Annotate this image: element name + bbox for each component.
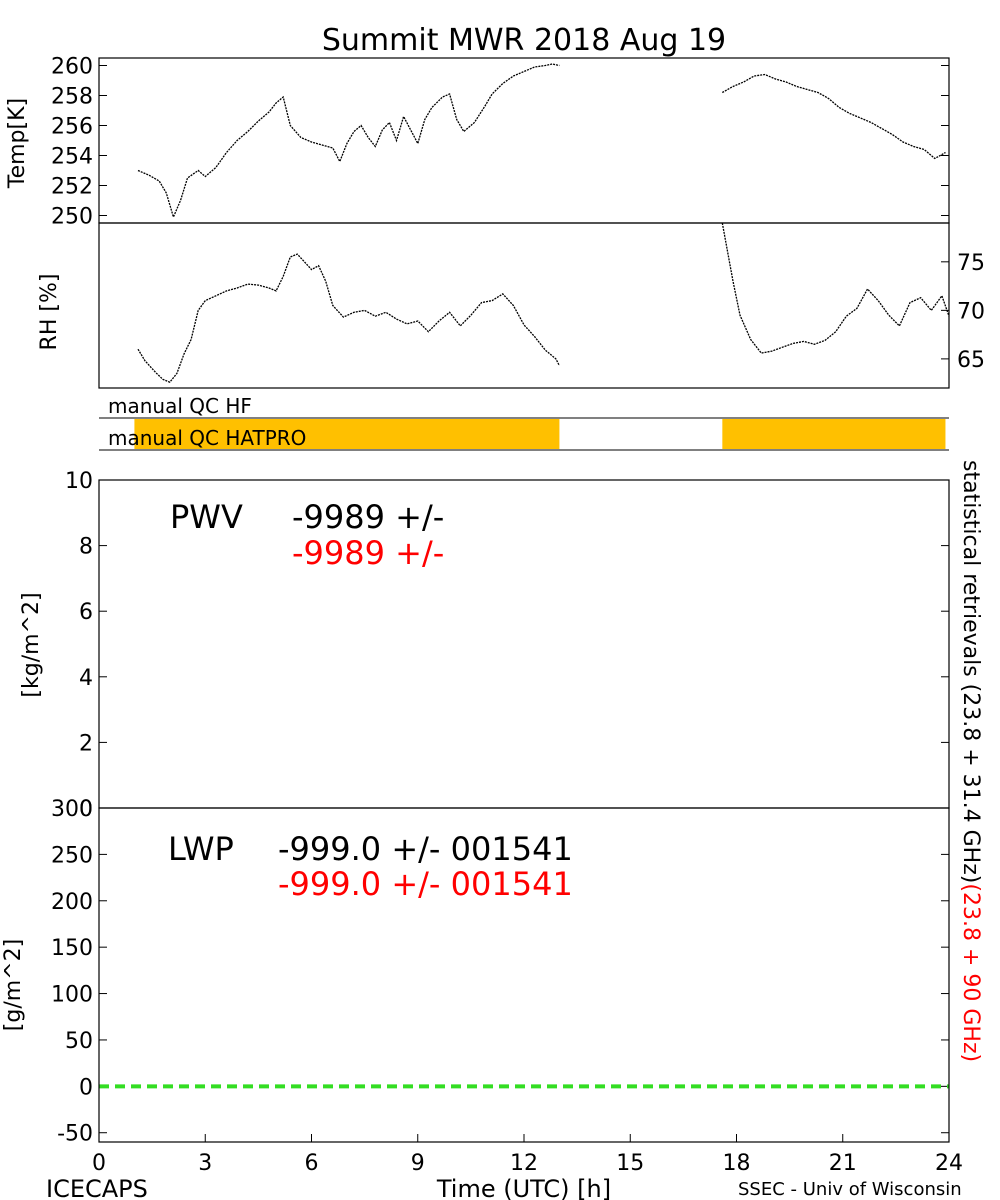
- rh-ylabel: RH [%]: [37, 274, 62, 351]
- xtick-label: 12: [510, 1151, 538, 1176]
- pwv-ytick-label: 2: [79, 731, 93, 756]
- temp-ytick-label: 252: [51, 175, 93, 200]
- temp-ytick-label: 254: [51, 145, 93, 170]
- xtick-label: 0: [92, 1151, 106, 1176]
- pwv-yticks: 0 2 4 6 8 10: [65, 469, 949, 822]
- pwv-label: PWV: [170, 498, 243, 536]
- qc-flag-bar: [134, 419, 560, 449]
- pwv-ytick-label: 6: [79, 600, 93, 625]
- temp-ytick-label: 256: [51, 115, 93, 140]
- rh-series-line-1: [137, 253, 560, 383]
- temp-ytick-label: 258: [51, 85, 93, 110]
- pwv-value-red: -9989 +/-: [292, 534, 444, 572]
- pwv-ytick-label: 0: [79, 797, 93, 822]
- side-label-red: (23.8 + 90 GHz): [958, 883, 983, 1062]
- xtick-label: 9: [411, 1151, 425, 1176]
- xtick-label: 18: [723, 1151, 751, 1176]
- lwp-yticks: -50 0 50 100 150 200 250 300: [51, 797, 949, 1147]
- qc-strip: manual QC HF manual QC HATPRO: [99, 394, 949, 451]
- lwp-ytick-label: 100: [51, 983, 93, 1008]
- qc-hatpro-flags: [134, 419, 946, 449]
- lwp-label: LWP: [168, 830, 234, 868]
- time-xticks: 0 3 6 9 12 15 18 21 24: [92, 1134, 963, 1176]
- lwp-ytick-label: 200: [51, 890, 93, 915]
- side-label-black: statistical retrievals (23.8 + 31.4 GHz): [958, 460, 983, 883]
- pwv-ylabel: [kg/m^2]: [19, 592, 44, 697]
- rh-yticks: 65 70 75: [941, 251, 985, 373]
- pwv-ytick-label: 10: [65, 469, 93, 494]
- xtick-label: 24: [935, 1151, 963, 1176]
- retrieval-side-label: statistical retrievals (23.8 + 31.4 GHz)…: [958, 460, 983, 1062]
- xtick-label: 6: [305, 1151, 319, 1176]
- pwv-ytick-label: 8: [79, 535, 93, 560]
- lwp-ytick-label: -50: [57, 1122, 93, 1147]
- qc-flag-bar: [722, 419, 946, 449]
- temp-yticks: 250 252 254 256 258 260: [51, 55, 949, 230]
- lwp-value-black: -999.0 +/- 001541: [278, 830, 573, 868]
- xtick-label: 3: [198, 1151, 212, 1176]
- temp-series-line-2: [721, 73, 946, 160]
- footer-left: ICECAPS: [46, 1175, 148, 1200]
- footer-right: SSEC - Univ of Wisconsin: [738, 1179, 962, 1200]
- rh-ytick-label: 75: [957, 251, 985, 276]
- lwp-ytick-label: 50: [65, 1029, 93, 1054]
- temp-ylabel: Temp[K]: [5, 98, 30, 189]
- temp-panel: Temp[K] 250 252 254 256 258 260: [5, 55, 950, 230]
- pwv-panel: [kg/m^2] 0 2 4 6 8 10 PWV -9989 +/- -9989 +/-: [19, 469, 950, 822]
- lwp-ytick-label: 300: [51, 797, 93, 822]
- xtick-label: 15: [616, 1151, 644, 1176]
- temp-series: [137, 63, 946, 219]
- rh-ytick-label: 65: [957, 348, 985, 373]
- temp-ytick-label: 260: [51, 55, 93, 80]
- xtick-label: 21: [829, 1151, 857, 1176]
- pwv-ytick-label: 4: [79, 666, 93, 691]
- qc-hf-label: manual QC HF: [108, 394, 252, 418]
- rh-ytick-label: 70: [957, 299, 985, 324]
- temp-frame: [98, 57, 950, 224]
- rh-panel: RH [%] 65 70 75: [37, 222, 985, 389]
- lwp-ytick-label: 150: [51, 936, 93, 961]
- x-axis-label: Time (UTC) [h]: [436, 1175, 611, 1200]
- rh-frame: [98, 222, 950, 389]
- qc-hatpro-label: manual QC HATPRO: [108, 426, 306, 450]
- lwp-value-red: -999.0 +/- 001541: [278, 865, 573, 903]
- figure-title: Summit MWR 2018 Aug 19: [322, 23, 726, 58]
- lwp-ytick-label: 250: [51, 843, 93, 868]
- lwp-ytick-label: 0: [79, 1075, 93, 1100]
- rh-series: [137, 222, 950, 383]
- pwv-value-black: -9989 +/-: [292, 498, 444, 536]
- temp-ytick-label: 250: [51, 205, 93, 230]
- rh-series-line-2: [721, 222, 950, 354]
- temp-series-line-1: [137, 63, 560, 219]
- lwp-ylabel: [g/m^2]: [1, 939, 26, 1031]
